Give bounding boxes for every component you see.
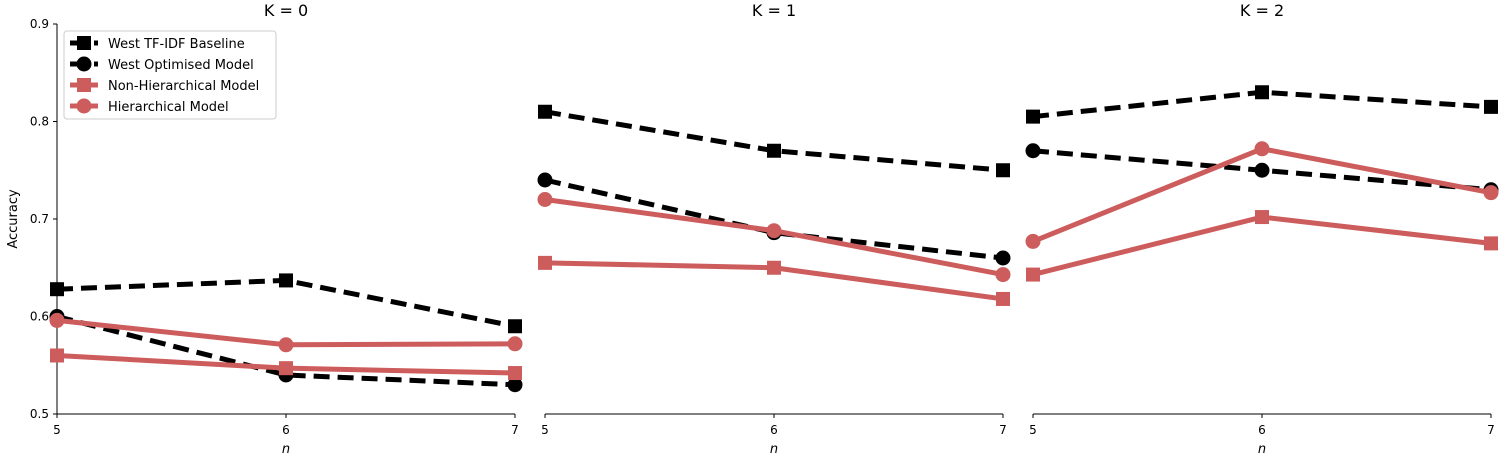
series-line [544,177,1004,261]
legend-label: Non-Hierarchical Model [108,79,259,94]
data-point [1484,99,1498,114]
y-tick-label: 0.5 [30,407,49,421]
legend-swatch-marker [76,56,92,72]
data-point [766,223,782,239]
data-point [995,250,1011,266]
legend-box [63,30,277,120]
panel-title: K = 1 [752,1,796,20]
data-point [278,337,294,353]
series-line [544,109,1004,173]
data-point [1254,162,1270,178]
y-tick-label: 0.6 [30,310,49,324]
data-point [279,361,293,376]
data-point [537,172,553,188]
data-point [996,291,1010,306]
series-line [1032,146,1492,244]
data-point [1025,233,1041,249]
x-tick-label: 5 [1029,423,1037,437]
data-point [507,336,523,352]
data-point [1483,185,1499,201]
x-tick-label: 6 [770,423,778,437]
series-2 [1026,210,1498,282]
series-3 [537,192,1011,283]
data-point [1254,141,1270,157]
data-point [767,260,781,275]
panel-k0: K = 0 0.5 0.6 0.7 0.8 0.9 Accuracy 5 6 7 n West TF-… [6,1,523,457]
y-tick-label: 0.8 [30,115,49,129]
legend: West TF-IDF Baseline West Optimised Model… [63,30,277,120]
x-axis-label: n [282,442,290,457]
data-point [279,273,293,288]
data-point [767,143,781,158]
data-point [508,366,522,381]
series-1 [537,172,1011,266]
x-tick-label: 6 [1258,423,1266,437]
x-axis-label: n [770,442,778,457]
y-tick-label: 0.7 [30,212,49,226]
data-point [996,163,1010,178]
y-tick-label: 0.9 [30,17,49,31]
x-tick-label: 5 [53,423,61,437]
legend-swatch-marker [77,36,91,50]
data-point [50,282,64,297]
series-0 [50,273,522,334]
data-point [537,192,553,207]
data-point [1255,85,1269,100]
data-point [1026,267,1040,282]
data-point [538,255,552,270]
x-tick-label: 7 [511,423,519,437]
legend-label: West Optimised Model [108,58,254,73]
data-point [50,348,64,363]
series-2 [538,255,1010,306]
series-0 [1026,85,1498,124]
data-point [508,319,522,334]
x-tick-label: 6 [282,423,290,437]
data-point [1484,236,1498,251]
series-line [1032,214,1492,277]
legend-swatch-marker [76,98,92,114]
legend-label: West TF-IDF Baseline [108,37,245,52]
data-point [1025,143,1041,159]
data-point [995,267,1011,283]
data-point [49,312,65,328]
series-0 [538,104,1010,178]
data-point [507,377,523,393]
data-point [1255,210,1269,225]
panel-k1: K = 1 5 6 7 n [537,1,1011,457]
series-3 [49,312,523,353]
panel-title: K = 0 [264,1,308,20]
x-axis-label: n [1258,442,1266,457]
data-point [1026,109,1040,124]
x-tick-label: 7 [999,423,1007,437]
panel-k2: K = 2 5 6 7 n [1025,1,1499,457]
series-line [56,314,516,388]
x-tick-label: 7 [1487,423,1495,437]
data-point [538,104,552,119]
panel-title: K = 2 [1240,1,1284,20]
x-tick-label: 5 [541,423,549,437]
legend-swatch-marker [77,78,91,92]
series-3 [1025,141,1499,249]
y-axis-label: Accuracy [6,189,21,249]
legend-label: Hierarchical Model [108,100,229,115]
series-2 [50,348,522,381]
